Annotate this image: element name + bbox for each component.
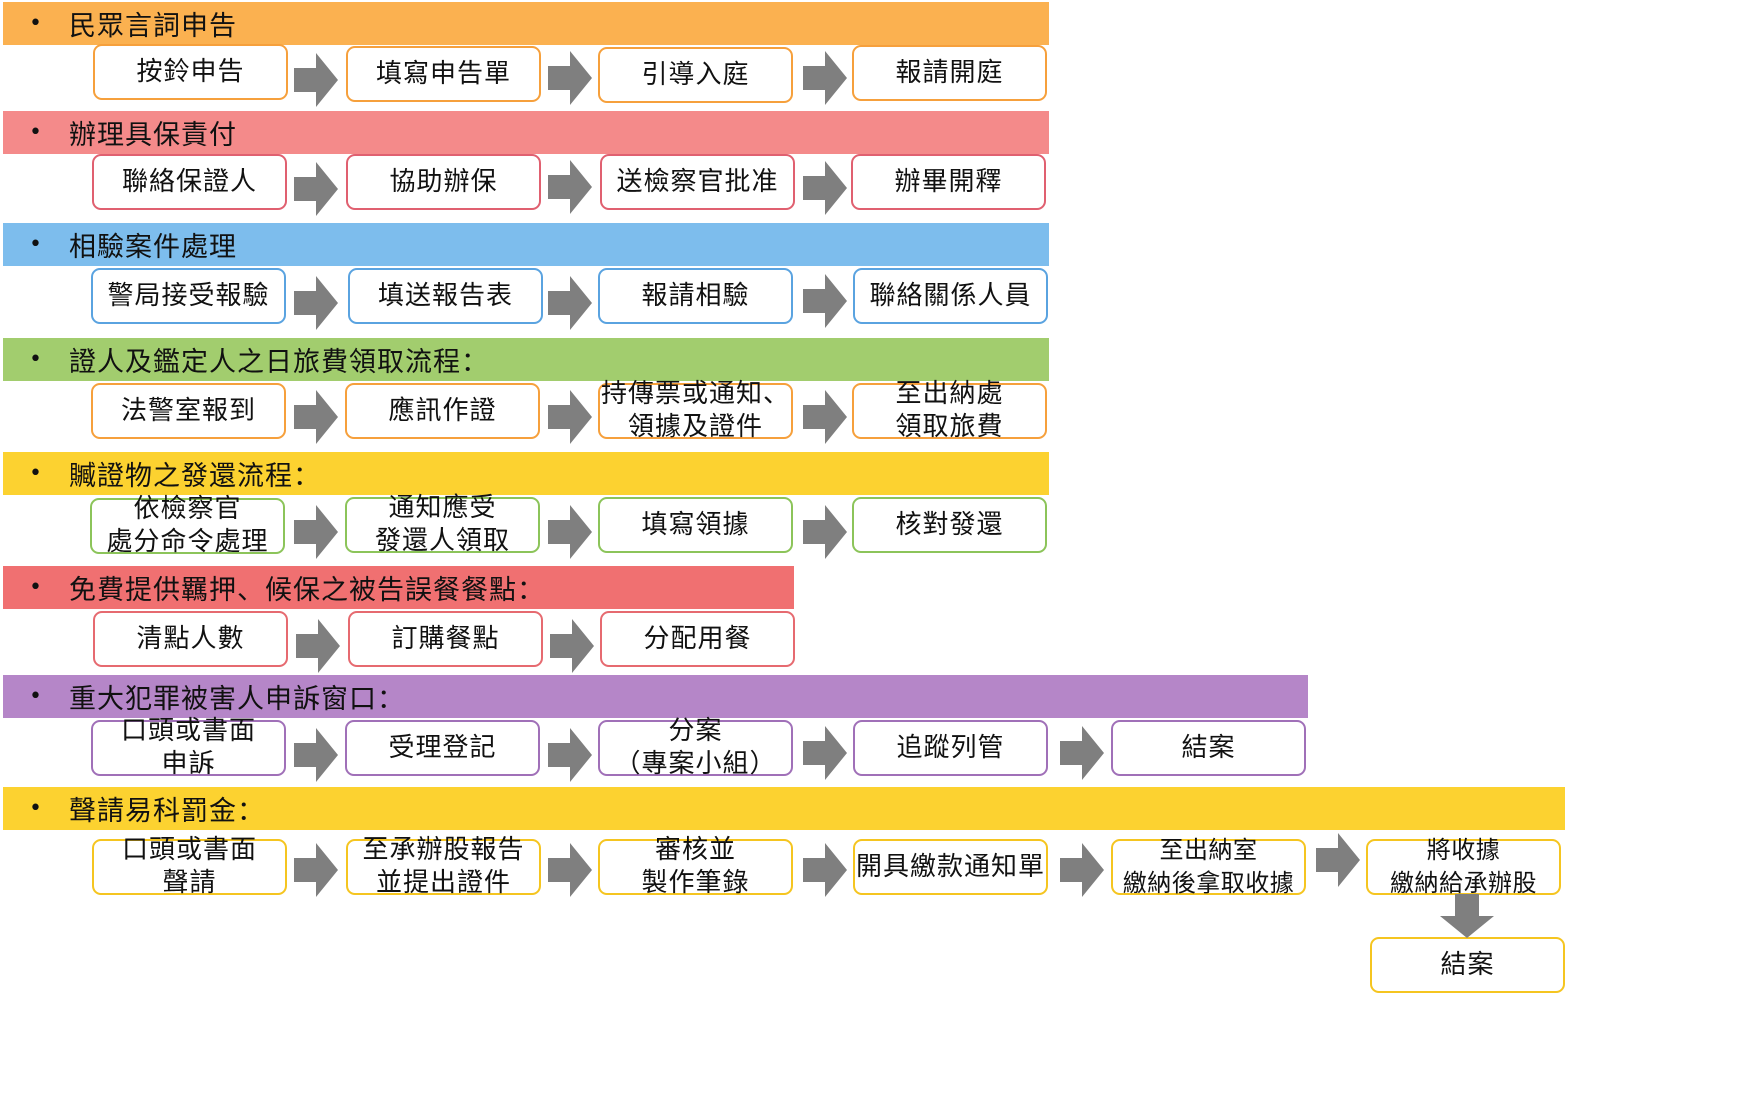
arrow-down-icon	[1440, 894, 1494, 938]
step-box: 協助辦保	[346, 154, 541, 210]
arrow-right-icon	[803, 161, 847, 215]
section-title: 聲請易科罰金：	[69, 796, 265, 827]
section-header: • 重大犯罪被害人申訴窗口：	[3, 675, 1308, 718]
step-box: 聯絡關係人員	[853, 268, 1048, 324]
arrow-right-icon	[294, 162, 338, 216]
step-box: 報請開庭	[852, 45, 1047, 101]
section-header: • 辦理具保責付	[3, 111, 1049, 154]
step-box: 警局接受報驗	[91, 268, 286, 324]
step-box: 清點人數	[93, 611, 288, 667]
step-box: 追蹤列管	[853, 720, 1048, 776]
step-box: 結案	[1111, 720, 1306, 776]
step-box: 分案 （專案小組）	[598, 716, 793, 779]
section-title: 重大犯罪被害人申訴窗口：	[69, 684, 405, 715]
step-box: 填送報告表	[348, 268, 543, 324]
step-box: 至出納處 領取旅費	[852, 379, 1047, 442]
step-box: 送檢察官批准	[600, 154, 795, 210]
arrow-right-icon	[1060, 843, 1104, 897]
step-box: 聯絡保證人	[92, 154, 287, 210]
bullet-icon: •	[29, 232, 43, 257]
arrow-right-icon	[803, 843, 847, 897]
section-title: 贓證物之發還流程：	[69, 461, 321, 492]
section-header: • 證人及鑑定人之日旅費領取流程：	[3, 338, 1049, 381]
section-title: 相驗案件處理	[69, 232, 237, 263]
bullet-icon: •	[29, 11, 43, 36]
arrow-right-icon	[1316, 833, 1360, 887]
section-header: • 免費提供羈押、候保之被告誤餐餐點：	[3, 566, 794, 609]
step-box: 開具繳款通知單	[853, 839, 1048, 895]
step-box: 持傳票或通知、 領據及證件	[598, 379, 793, 442]
arrow-right-icon	[803, 505, 847, 559]
arrow-right-icon	[294, 390, 338, 444]
bullet-icon: •	[29, 461, 43, 486]
section-header: • 贓證物之發還流程：	[3, 452, 1049, 495]
arrow-right-icon	[803, 51, 847, 105]
section-title: 辦理具保責付	[69, 120, 237, 151]
arrow-right-icon	[294, 843, 338, 897]
step-box: 通知應受 發還人領取	[345, 493, 540, 556]
section-header: • 聲請易科罰金：	[3, 787, 1565, 830]
section-header: • 相驗案件處理	[3, 223, 1049, 266]
step-box: 引導入庭	[598, 47, 793, 103]
arrow-right-icon	[548, 843, 592, 897]
arrow-right-icon	[548, 390, 592, 444]
bullet-icon: •	[29, 347, 43, 372]
step-box: 報請相驗	[598, 268, 793, 324]
section-title: 證人及鑑定人之日旅費領取流程：	[69, 347, 489, 378]
step-box: 至出納室 繳納後拿取收據	[1111, 836, 1306, 897]
arrow-right-icon	[550, 619, 594, 673]
arrow-right-icon	[294, 728, 338, 782]
arrow-right-icon	[294, 276, 338, 330]
step-box: 填寫申告單	[346, 46, 541, 102]
arrow-right-icon	[803, 390, 847, 444]
bullet-icon: •	[29, 684, 43, 709]
step-box: 結案	[1370, 937, 1565, 993]
arrow-right-icon	[803, 274, 847, 328]
arrow-right-icon	[296, 619, 340, 673]
bullet-icon: •	[29, 120, 43, 145]
step-box: 訂購餐點	[348, 611, 543, 667]
step-box: 受理登記	[345, 720, 540, 776]
step-box: 法警室報到	[91, 383, 286, 439]
arrow-right-icon	[1060, 726, 1104, 780]
step-box: 辦畢開釋	[851, 154, 1046, 210]
step-box: 口頭或書面 申訴	[91, 716, 286, 779]
arrow-right-icon	[548, 51, 592, 105]
step-box: 應訊作證	[345, 383, 540, 439]
step-box: 按鈴申告	[93, 44, 288, 100]
arrow-right-icon	[548, 160, 592, 214]
arrow-right-icon	[548, 728, 592, 782]
arrow-right-icon	[548, 505, 592, 559]
step-box: 審核並 製作筆錄	[598, 835, 793, 898]
step-box: 依檢察官 處分命令處理	[90, 494, 285, 557]
step-box: 核對發還	[852, 497, 1047, 553]
section-title: 免費提供羈押、候保之被告誤餐餐點：	[69, 575, 545, 606]
bullet-icon: •	[29, 796, 43, 821]
section-header: • 民眾言詞申告	[3, 2, 1049, 45]
step-box: 填寫領據	[598, 497, 793, 553]
arrow-right-icon	[803, 726, 847, 780]
arrow-right-icon	[294, 505, 338, 559]
step-box: 口頭或書面 聲請	[92, 835, 287, 898]
step-box: 分配用餐	[600, 611, 795, 667]
step-box: 將收據 繳納給承辦股	[1366, 836, 1561, 897]
arrow-right-icon	[548, 276, 592, 330]
arrow-right-icon	[294, 53, 338, 107]
step-box: 至承辦股報告 並提出證件	[346, 835, 541, 898]
section-title: 民眾言詞申告	[69, 11, 237, 42]
bullet-icon: •	[29, 575, 43, 600]
